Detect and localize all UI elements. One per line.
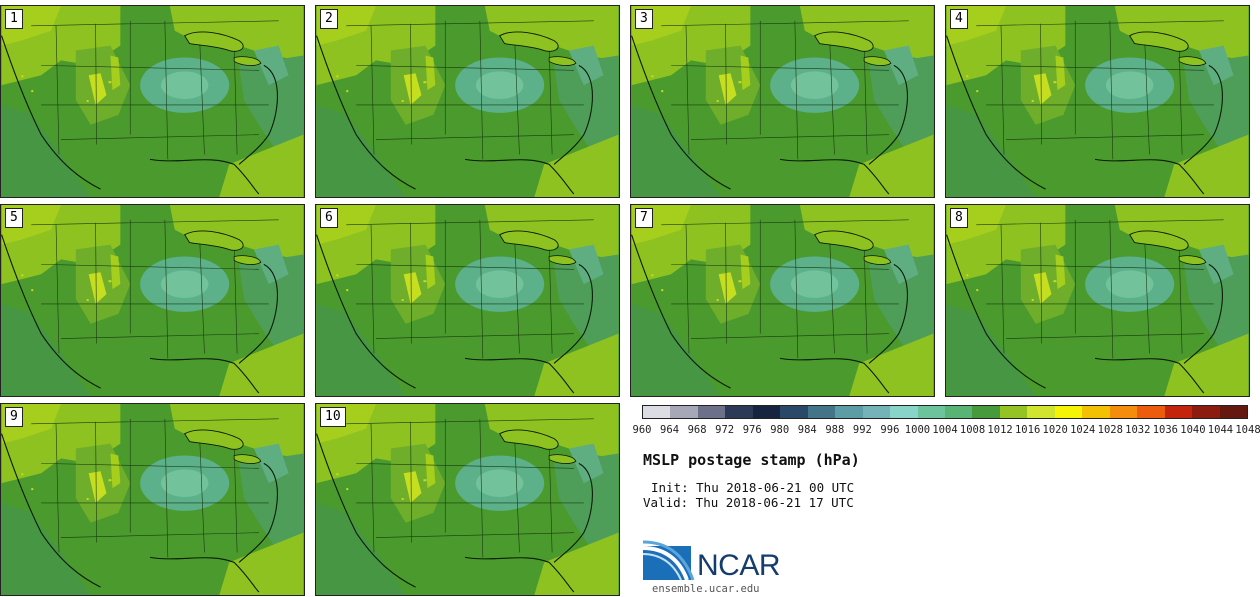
colorbar-swatch: [1054, 406, 1083, 418]
map-panel-2: 2: [315, 5, 620, 198]
colorbar-swatch: [670, 406, 698, 418]
map-panel-5: 5: [0, 204, 305, 397]
colorbar-swatch: [999, 406, 1028, 418]
colorbar-tick-label: 1040: [1180, 424, 1206, 436]
colorbar-swatch: [780, 406, 808, 418]
map-panel-9: 9: [0, 403, 305, 596]
colorbar-tick-label: 1024: [1070, 424, 1096, 436]
colorbar-tick-label: 1000: [904, 424, 931, 436]
mslp-map: [316, 404, 619, 595]
colorbar-tick-label: 1048: [1235, 424, 1260, 436]
valid-time: Valid: Thu 2018-06-21 17 UTC: [643, 495, 854, 510]
map-panel-6: 6: [315, 204, 620, 397]
colorbar-tick-label: 1016: [1014, 424, 1041, 436]
colorbar-tick-label: 968: [687, 424, 707, 436]
colorbar-tick-label: 1004: [932, 424, 958, 436]
mslp-map: [631, 205, 934, 396]
mslp-map: [946, 6, 1249, 197]
panel-label: 4: [950, 9, 968, 29]
colorbar-tick-label: 1036: [1152, 424, 1179, 436]
colorbar-swatch: [944, 406, 973, 418]
colorbar-tick-label: 1012: [987, 424, 1013, 436]
colorbar-tick-label: 1020: [1042, 424, 1068, 436]
mslp-map: [1, 6, 304, 197]
panel-label: 5: [5, 208, 23, 228]
map-panel-3: 3: [630, 5, 935, 198]
map-panel-4: 4: [945, 5, 1250, 198]
panel-label: 8: [950, 208, 968, 228]
colorbar-ticks: 960 964 968 972 976 980 984 988 992 996 1000 1004 10…: [633, 424, 1260, 438]
colorbar-swatch: [1137, 406, 1165, 418]
panel-label: 10: [320, 407, 346, 427]
colorbar-tick-label: 960: [632, 424, 652, 436]
pressure-colorbar: [642, 405, 1248, 419]
colorbar-tick-label: 980: [770, 424, 790, 436]
map-panel-8: 8: [945, 204, 1250, 397]
mslp-map: [946, 205, 1249, 396]
colorbar-swatch: [752, 406, 781, 418]
colorbar-tick-label: 976: [742, 424, 762, 436]
colorbar-tick-label: 1028: [1097, 424, 1123, 436]
colorbar-tick-label: 996: [880, 424, 900, 436]
colorbar-tick-label: 992: [852, 424, 872, 436]
panel-label: 2: [320, 9, 338, 29]
colorbar-swatch: [917, 406, 945, 418]
colorbar-swatch: [835, 406, 863, 418]
ncar-logo-icon: [643, 540, 695, 581]
mslp-map: [1, 205, 304, 396]
colorbar-tick-label: 988: [825, 424, 845, 436]
map-panel-10: 10: [315, 403, 620, 596]
colorbar-swatch: [643, 406, 671, 418]
colorbar-tick-label: 964: [660, 424, 680, 436]
colorbar-tick-label: 984: [797, 424, 817, 436]
colorbar-swatch: [1164, 406, 1193, 418]
panel-label: 3: [635, 9, 653, 29]
colorbar-swatch: [972, 406, 1000, 418]
colorbar-swatch: [697, 406, 726, 418]
map-panel-1: 1: [0, 5, 305, 198]
mslp-map: [316, 205, 619, 396]
chart-title: MSLP postage stamp (hPa): [643, 451, 860, 469]
ncar-brand-text: NCAR: [697, 549, 781, 582]
site-url[interactable]: ensemble.ucar.edu: [652, 583, 760, 595]
panel-label: 1: [5, 9, 23, 29]
panel-label: 6: [320, 208, 338, 228]
init-time: Init: Thu 2018-06-21 00 UTC: [651, 480, 855, 495]
mslp-map: [1, 404, 304, 595]
colorbar-tick-label: 1008: [959, 424, 986, 436]
colorbar-swatch: [1109, 406, 1138, 418]
colorbar-swatch: [1192, 406, 1220, 418]
panel-label: 7: [635, 208, 653, 228]
colorbar-swatch: [807, 406, 836, 418]
colorbar-tick-label: 1032: [1125, 424, 1151, 436]
map-panel-7: 7: [630, 204, 935, 397]
mslp-map: [631, 6, 934, 197]
colorbar-tick-label: 1044: [1207, 424, 1234, 436]
panel-label: 9: [5, 407, 23, 427]
mslp-map: [316, 6, 619, 197]
colorbar-swatch: [1219, 406, 1247, 418]
colorbar-swatch: [1082, 406, 1110, 418]
colorbar-swatch: [1027, 406, 1055, 418]
colorbar-swatch: [725, 406, 753, 418]
colorbar-tick-label: 972: [715, 424, 735, 436]
colorbar-swatch: [862, 406, 891, 418]
colorbar-swatch: [890, 406, 918, 418]
